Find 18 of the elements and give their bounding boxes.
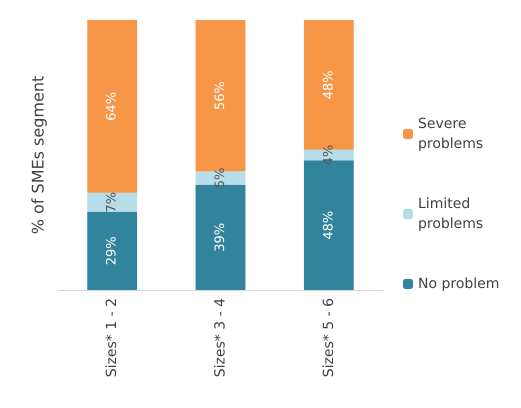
- data-label: 64%: [104, 92, 120, 121]
- data-label: 48%: [321, 70, 336, 100]
- legend-label: Severe problems: [418, 116, 484, 152]
- bar: [87, 20, 138, 193]
- legend-label: Limited problems: [418, 196, 484, 232]
- data-label: 7%: [104, 192, 120, 213]
- data-label: 4%: [321, 144, 336, 166]
- data-label: 39%: [213, 222, 228, 252]
- data-label: 5%: [213, 168, 228, 188]
- data-label: 29%: [104, 236, 120, 266]
- y-axis-title: % of SMEs segment: [28, 76, 48, 234]
- legend-label: No problem: [418, 276, 500, 292]
- x-tick-label: Sizes* 3 - 4: [212, 298, 228, 378]
- data-label: 48%: [321, 210, 336, 240]
- data-label: 56%: [213, 81, 228, 110]
- x-tick-label: Sizes* 1 - 2: [104, 298, 120, 378]
- bar: [87, 212, 138, 290]
- x-tick-label: Sizes* 5 - 6: [320, 298, 337, 378]
